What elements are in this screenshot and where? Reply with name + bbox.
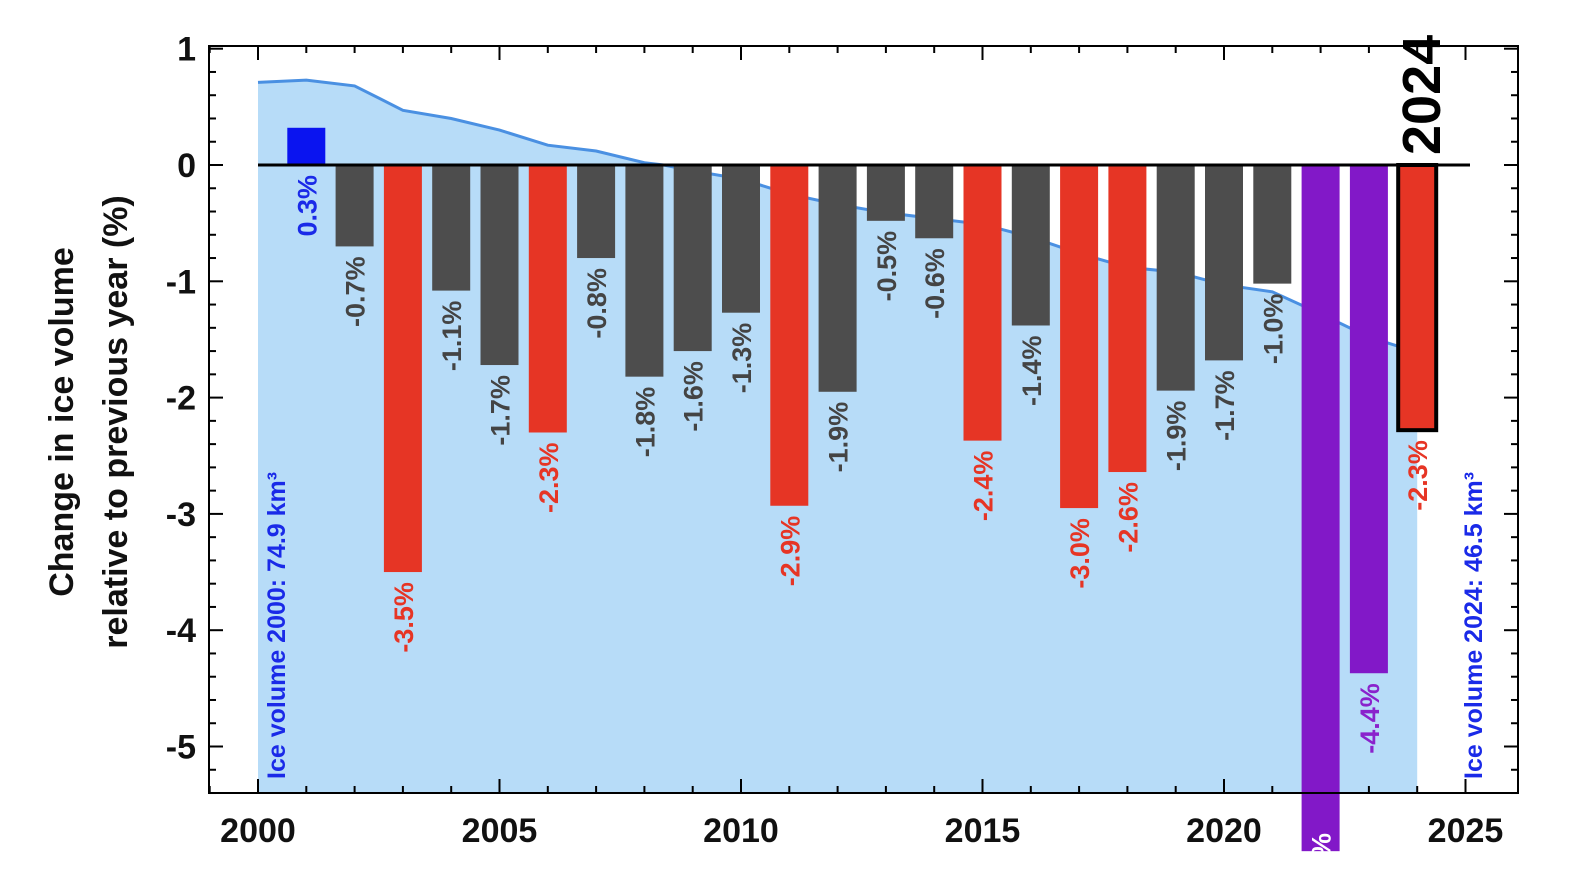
bar-label-2020: -1.7% [1210, 370, 1240, 441]
bar-2019 [1156, 165, 1195, 391]
bar-label-2014: -0.6% [920, 248, 950, 319]
volume-2000-label: Ice volume 2000: 74.9 km³ [263, 472, 291, 779]
bar-2024 [1396, 163, 1439, 433]
bar-label-2013: -0.5% [872, 231, 902, 302]
bar-label-2019: -1.9% [1162, 401, 1192, 472]
y-tick-label: -5 [166, 729, 196, 767]
bar-2006 [528, 165, 567, 433]
bar-2009 [673, 165, 712, 352]
bar-2003 [383, 165, 422, 573]
bar-2013 [866, 165, 905, 221]
bar-label-2008: -1.8% [630, 387, 660, 458]
bars-layer [287, 127, 1439, 852]
y-tick-label: -1 [166, 263, 196, 301]
y-tick-label: 0 [177, 147, 196, 185]
bar-2002 [335, 165, 374, 247]
bar-2012 [818, 165, 857, 392]
bar-2014 [915, 165, 954, 239]
y-tick-label: -4 [166, 612, 196, 650]
bar-label-2023: -4.4% [1355, 683, 1385, 754]
bar-label-2003: -3.5% [389, 582, 419, 653]
bar-label-2004: -1.1% [437, 301, 467, 372]
bar-2017 [1060, 165, 1099, 509]
bar-label-2010: -1.3% [727, 323, 757, 394]
bar-label-2011: -2.9% [775, 516, 805, 587]
x-tick-label: 2020 [1186, 812, 1262, 850]
bar-2023 [1349, 165, 1388, 674]
bar-2018 [1108, 165, 1147, 473]
bar-label-2021: -1.0% [1258, 294, 1288, 365]
bar-label-2002: -0.7% [341, 256, 371, 327]
bar-label-2016: -1.4% [1017, 335, 1047, 406]
x-tick-label: 2015 [945, 812, 1021, 850]
bar-label-2018: -2.6% [1113, 482, 1143, 553]
volume-2024-label: Ice volume 2024: 46.5 km³ [1460, 472, 1488, 779]
y-tick-label: -3 [166, 496, 196, 534]
bar-label-2005: -1.7% [486, 375, 516, 446]
bar-2020 [1205, 165, 1243, 361]
y-tick-label: -2 [166, 380, 196, 418]
bar-2016 [1011, 165, 1050, 326]
bar-label-2022: -5.9% [1307, 833, 1337, 879]
bar-label-2024: -2.3% [1403, 440, 1433, 511]
x-tick-label: 2010 [703, 812, 779, 850]
bar-label-2017: -3.0% [1065, 518, 1095, 589]
bar-label-2001: 0.3% [292, 175, 322, 237]
plot-frame [208, 45, 1519, 794]
bar-2001 [287, 127, 326, 165]
bar-2007 [577, 165, 616, 259]
bar-2021 [1253, 165, 1292, 284]
bar-label-2009: -1.6% [679, 361, 709, 432]
labels-layer: 0.3%-0.7%-3.5%-1.1%-1.7%-2.3%-0.8%-1.8% -… [166, 31, 1504, 879]
bar-2010 [722, 165, 760, 313]
y-tick-label: 1 [177, 31, 196, 69]
bar-2005 [480, 165, 519, 366]
bar-2015 [963, 165, 1002, 441]
x-tick-label: 2000 [220, 812, 296, 850]
bar-label-2006: -2.3% [534, 442, 564, 513]
y-axis-label-line2: relative to previous year (%) [97, 195, 135, 649]
x-tick-label: 2025 [1428, 812, 1504, 850]
bar-label-2015: -2.4% [969, 451, 999, 522]
bar-2004 [432, 165, 471, 291]
bar-label-2012: -1.9% [824, 402, 854, 473]
bar-label-2007: -0.8% [582, 268, 612, 339]
bar-2022 [1301, 165, 1340, 852]
highlight-year-title: 2024 [1392, 35, 1452, 155]
bar-2011 [770, 165, 809, 506]
axis-ticks-layer [208, 46, 1518, 795]
x-tick-label: 2005 [462, 812, 538, 850]
bar-2008 [625, 165, 664, 377]
y-axis-label-line1: Change in ice volume [43, 247, 81, 597]
